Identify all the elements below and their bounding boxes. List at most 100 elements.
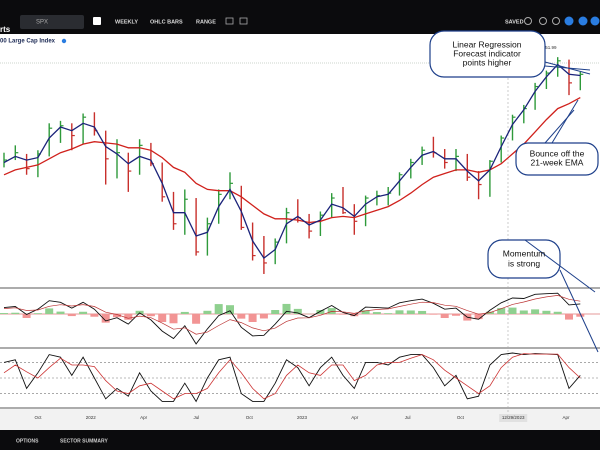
- x-tick-label: Oct: [246, 415, 254, 420]
- histogram-bar: [113, 314, 121, 318]
- histogram-bar: [180, 311, 189, 314]
- info-dot: [61, 38, 67, 44]
- search-text: SPX: [36, 20, 48, 26]
- histogram-bar: [327, 308, 336, 314]
- toolbar-button[interactable]: WEEKLY: [115, 19, 138, 25]
- icon[interactable]: [524, 17, 532, 25]
- histogram-bar: [0, 313, 8, 314]
- icon[interactable]: [578, 16, 588, 26]
- annotation-text: Bounce off the: [530, 148, 585, 158]
- x-tick-label: 12/29/2023: [502, 415, 525, 420]
- x-tick-label: 2022: [86, 415, 97, 420]
- indicator-line: [3, 63, 581, 260]
- histogram-bar: [565, 314, 573, 320]
- pointer: [551, 99, 579, 144]
- macd-line: [3, 292, 581, 345]
- histogram-bar: [146, 314, 155, 317]
- annotation-text: Momentum: [503, 248, 546, 258]
- histogram-bar: [576, 314, 585, 317]
- histogram-bar: [339, 314, 347, 315]
- pointer: [544, 65, 591, 71]
- histogram-bar: [418, 310, 427, 314]
- plot: Oct 2022 Apr Jul Oct 2023 Apr Jul Oct 12/29/2023 A…: [0, 57, 600, 422]
- icon[interactable]: [239, 17, 248, 25]
- icon[interactable]: [225, 17, 234, 25]
- histogram-bar: [45, 308, 54, 314]
- histogram-bar: [316, 310, 325, 314]
- annotation-text: points higher: [463, 57, 512, 67]
- histogram-bar: [169, 314, 178, 324]
- x-tick-label: Apr: [140, 415, 148, 420]
- toolbar: [0, 0, 600, 34]
- histogram-bar: [531, 309, 540, 314]
- annotation-text: Forecast indicator: [453, 48, 521, 58]
- toolbar-button[interactable]: RANGE: [196, 19, 216, 25]
- toolbar-button[interactable]: OHLC BARS: [150, 19, 183, 25]
- x-tick-label: Oct: [34, 415, 42, 420]
- x-axis: [0, 409, 600, 430]
- x-tick-label: Apr: [562, 415, 570, 420]
- x-tick-label: Oct: [457, 415, 465, 420]
- histogram-bar: [293, 308, 302, 314]
- histogram-bar: [79, 311, 88, 314]
- icon[interactable]: [539, 17, 547, 25]
- d-line: [3, 353, 581, 400]
- chart-title: 00 Large Cap Index: [0, 39, 56, 45]
- footer: [0, 430, 600, 450]
- histogram-bar: [406, 310, 415, 314]
- histogram-bar: [519, 310, 528, 314]
- histogram-bar: [192, 314, 201, 324]
- histogram-bar: [452, 314, 460, 316]
- icon[interactable]: [590, 16, 600, 26]
- add-button[interactable]: [93, 17, 101, 25]
- histogram-bar: [124, 314, 133, 320]
- signal-line: [3, 295, 581, 335]
- histogram-bar: [395, 310, 404, 314]
- histogram-bar: [542, 310, 551, 314]
- footer-button[interactable]: SECTOR SUMMARY: [60, 438, 108, 444]
- histogram-bar: [361, 310, 370, 314]
- icon[interactable]: [564, 16, 574, 26]
- annotation-text: is strong: [508, 258, 540, 268]
- app-title: rts: [0, 25, 11, 34]
- icon[interactable]: [552, 17, 560, 25]
- search-box[interactable]: [20, 15, 84, 29]
- histogram-bar: [271, 310, 280, 314]
- histogram-bar: [474, 314, 483, 320]
- pointer: [524, 239, 596, 293]
- date-badge: [499, 414, 528, 422]
- histogram-bar: [237, 314, 246, 319]
- saved-label[interactable]: SAVED: [505, 19, 524, 25]
- histogram-bar: [553, 311, 562, 314]
- annotation-text: Linear Regression: [453, 39, 522, 49]
- histogram-bar: [259, 314, 268, 319]
- histogram-bar: [508, 307, 517, 314]
- histogram-bar: [203, 310, 212, 314]
- histogram-bar: [214, 304, 223, 314]
- callout: [515, 142, 599, 176]
- chart-area: [0, 34, 600, 430]
- histogram-bar: [158, 314, 167, 322]
- x-tick-label: 2023: [297, 415, 308, 420]
- histogram-bar: [226, 305, 234, 314]
- histogram-bar: [497, 308, 506, 314]
- histogram-bar: [384, 313, 393, 314]
- histogram-bar: [11, 312, 20, 314]
- histogram-bar: [56, 311, 65, 314]
- last-value: 4,751.99: [539, 45, 557, 50]
- histogram-bar: [90, 314, 99, 317]
- histogram-bar: [22, 314, 31, 318]
- histogram-bar: [33, 313, 42, 314]
- histogram-bar: [282, 303, 291, 314]
- callout: [487, 239, 561, 279]
- x-tick-label: Jul: [194, 415, 200, 420]
- annotation-text: 21-week EMA: [531, 157, 584, 167]
- histogram-bar: [101, 314, 110, 323]
- histogram-bar: [372, 312, 381, 314]
- footer-button[interactable]: OPTIONS: [16, 438, 39, 444]
- x-tick-label: Apr: [351, 415, 359, 420]
- callout: [429, 30, 546, 78]
